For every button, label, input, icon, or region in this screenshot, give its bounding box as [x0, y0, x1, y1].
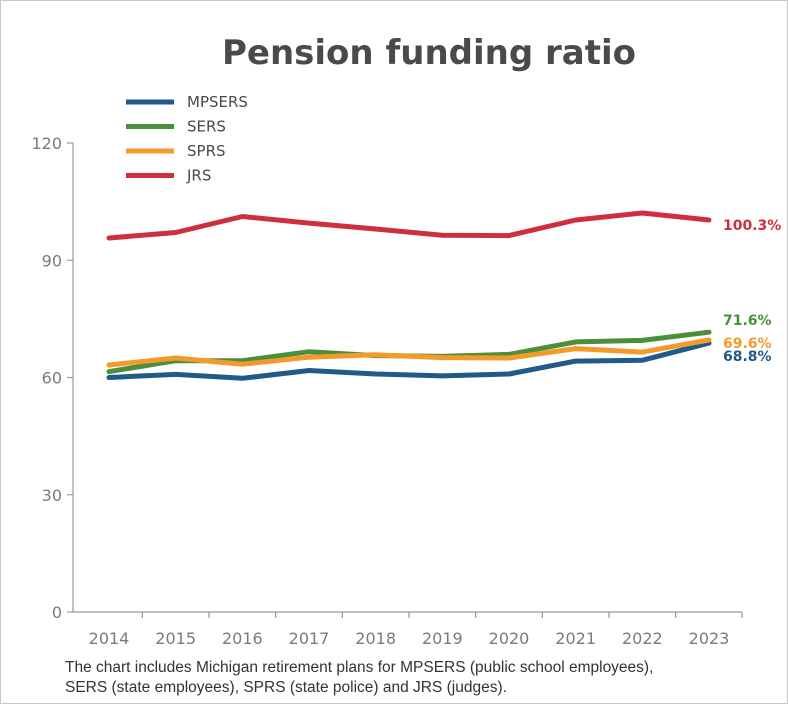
legend-label-jrs: JRS — [186, 167, 211, 185]
pension-funding-chart: Pension funding ratio 0 30 60 90 120 2014 2015… — [31, 33, 781, 648]
series-line-jrs — [106, 210, 712, 241]
caption-line-1: The chart includes Michigan retirement p… — [65, 659, 654, 676]
end-label-jrs: 100.3% — [723, 218, 781, 234]
y-tick-label: 90 — [42, 251, 62, 270]
x-tick-label: 2014 — [89, 629, 130, 648]
legend-label-mpsers: MPSERS — [187, 93, 248, 111]
legend-label-sers: SERS — [187, 118, 226, 136]
x-tick-label: 2019 — [422, 629, 463, 648]
y-tick-label: 30 — [42, 486, 62, 505]
series-line-mpsers — [106, 340, 712, 381]
x-tick-label: 2018 — [355, 629, 396, 648]
caption-line-2: SERS (state employees), SPRS (state poli… — [65, 679, 507, 696]
y-tick-label: 0 — [52, 603, 62, 622]
end-label-sprs: 69.6% — [723, 336, 772, 352]
x-tick-label: 2020 — [489, 629, 530, 648]
chart-caption: The chart includes Michigan retirement p… — [65, 658, 780, 698]
series-line-sprs — [106, 337, 712, 368]
x-tick-label: 2021 — [555, 629, 596, 648]
y-tick-label: 120 — [31, 134, 62, 153]
end-label-mpsers: 68.8% — [723, 349, 772, 365]
legend-label-sprs: SPRS — [187, 142, 226, 160]
x-tick-label: 2017 — [289, 629, 330, 648]
y-tick-label: 60 — [42, 369, 62, 388]
x-tick-label: 2015 — [155, 629, 196, 648]
x-tick-label: 2023 — [689, 629, 730, 648]
end-label-sers: 71.6% — [723, 313, 772, 329]
x-tick-label: 2022 — [622, 629, 663, 648]
x-tick-label: 2016 — [222, 629, 263, 648]
chart-title: Pension funding ratio — [222, 33, 636, 73]
